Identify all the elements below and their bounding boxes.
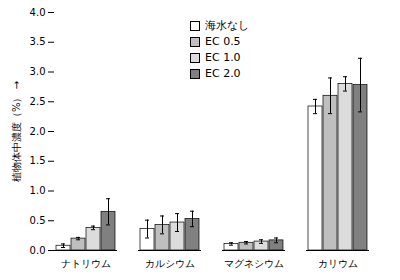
html-text:EC 1.0: EC 1.0 [205,51,241,64]
svg-text:2.5: 2.5 [30,96,46,107]
svg-text:ナトリウム: ナトリウム [61,258,111,269]
html-text:EC 0.5: EC 0.5 [205,35,241,48]
html-text:海水なし: 海水なし [205,19,249,32]
svg-text:3.5: 3.5 [30,36,46,47]
svg-text:カルシウム: カルシウム [145,258,195,269]
svg-text:マグネシウム: マグネシウム [224,258,284,269]
svg-text:カリウム: カリウム [318,258,358,269]
svg-text:2.0: 2.0 [30,126,46,137]
svg-text:植物体中濃度（%） →: 植物体中濃度（%） → [11,81,22,182]
svg-text:0.0: 0.0 [30,245,46,256]
svg-text:3.0: 3.0 [30,66,46,77]
html-text:EC 2.0: EC 2.0 [205,67,241,80]
svg-text:1.0: 1.0 [30,185,46,196]
svg-text:1.5: 1.5 [30,155,46,166]
svg-text:4.0: 4.0 [30,7,46,18]
svg-text:0.5: 0.5 [30,215,46,226]
